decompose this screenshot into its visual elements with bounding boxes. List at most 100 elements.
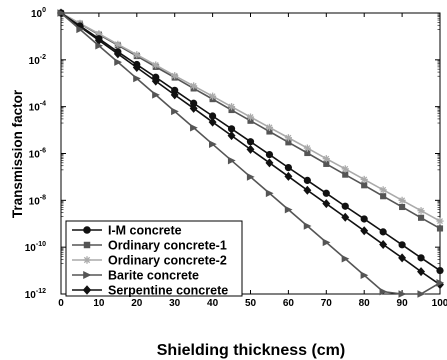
- legend-item: I-M concrete: [72, 224, 182, 238]
- data-point: [265, 150, 274, 159]
- data-point: [417, 290, 426, 298]
- data-point: [322, 189, 330, 197]
- data-point: [265, 189, 274, 198]
- series-layer: [57, 8, 445, 298]
- data-point: [342, 171, 349, 178]
- data-point: [303, 176, 311, 184]
- data-point: [209, 92, 217, 100]
- y-tick-label: 10-8: [29, 194, 46, 207]
- x-tick-label: 60: [283, 298, 295, 309]
- data-point: [57, 9, 66, 17]
- data-point: [303, 144, 311, 152]
- data-point: [322, 199, 331, 209]
- data-point: [284, 205, 293, 214]
- data-point: [265, 158, 274, 168]
- data-point: [113, 49, 122, 59]
- series-barite-concrete: [57, 9, 445, 298]
- data-point: [152, 61, 160, 69]
- y-axis: 100 10-2 10-4 10-6 10-8 10-10 10-12: [25, 7, 440, 301]
- data-point: [133, 51, 141, 59]
- legend-item: Barite concrete: [72, 269, 199, 283]
- legend-item: Ordinary concrete-2: [72, 254, 227, 268]
- data-point: [323, 160, 330, 167]
- data-point: [379, 239, 388, 249]
- data-point: [360, 215, 368, 223]
- legend-box: [65, 220, 243, 297]
- data-point: [171, 86, 179, 94]
- data-point: [94, 35, 103, 45]
- data-point: [398, 241, 406, 249]
- data-point: [417, 214, 425, 221]
- legend-label: Ordinary concrete-1: [108, 239, 227, 253]
- x-tick-label: 70: [321, 298, 333, 309]
- legend-marker: [82, 285, 92, 295]
- data-point: [379, 228, 387, 236]
- data-point: [436, 217, 444, 225]
- data-point: [436, 266, 444, 275]
- legend-label: Serpentine concrete: [108, 284, 228, 298]
- x-tick-label: 50: [245, 298, 257, 309]
- x-tick-label: 0: [58, 298, 64, 309]
- data-point: [114, 40, 122, 48]
- legend-label: I-M concrete: [108, 224, 182, 238]
- data-point: [417, 207, 425, 215]
- y-tick-label: 10-4: [29, 101, 46, 114]
- legend-marker: [83, 271, 92, 279]
- legend-item: Serpentine concrete: [72, 284, 228, 298]
- y-tick-label: 10-12: [25, 288, 46, 301]
- data-point: [303, 222, 312, 230]
- x-tick-label: 90: [397, 298, 409, 309]
- data-point: [398, 253, 407, 263]
- data-point: [436, 225, 444, 232]
- data-point: [227, 156, 236, 165]
- data-point: [227, 125, 236, 133]
- data-point: [151, 76, 160, 86]
- legend-marker: [83, 226, 91, 234]
- x-axis-title: Shielding thickness (cm): [157, 342, 345, 359]
- x-tick-label: 20: [131, 298, 143, 309]
- data-point: [284, 171, 293, 181]
- x-tick-label: 10: [93, 298, 105, 309]
- x-tick-label: 100: [432, 298, 447, 309]
- data-point: [436, 279, 445, 287]
- data-point: [190, 82, 198, 90]
- data-point: [171, 72, 179, 80]
- x-tick-label: 40: [207, 298, 219, 309]
- data-point: [379, 287, 388, 296]
- y-tick-label: 10-10: [25, 241, 46, 254]
- data-point: [284, 134, 292, 142]
- y-tick-label: 10-6: [29, 148, 46, 161]
- data-point: [284, 163, 292, 172]
- data-point: [360, 175, 368, 184]
- data-point: [246, 138, 255, 146]
- data-point: [190, 123, 198, 132]
- data-point: [208, 117, 217, 127]
- data-point: [246, 144, 255, 154]
- data-point: [209, 112, 217, 120]
- y-tick-label: 100: [31, 7, 46, 20]
- data-point: [322, 155, 330, 163]
- data-point: [95, 41, 104, 50]
- data-point: [76, 25, 85, 34]
- data-point: [304, 149, 311, 157]
- data-point: [341, 202, 349, 210]
- legend-marker: [83, 241, 91, 249]
- y-axis-title: Transmission factor: [10, 89, 25, 218]
- data-point: [209, 140, 217, 148]
- data-point: [171, 107, 179, 116]
- data-point: [303, 185, 312, 195]
- x-tick-label: 30: [169, 298, 181, 309]
- data-point: [133, 74, 141, 83]
- data-point: [417, 254, 425, 262]
- data-point: [361, 182, 368, 189]
- data-point: [341, 212, 350, 222]
- series-i-m-concrete: [57, 9, 444, 275]
- data-point: [114, 58, 122, 66]
- legend-marker: [83, 256, 91, 264]
- data-point: [227, 131, 236, 141]
- data-point: [360, 226, 369, 236]
- data-point: [227, 103, 236, 111]
- data-point: [398, 290, 407, 298]
